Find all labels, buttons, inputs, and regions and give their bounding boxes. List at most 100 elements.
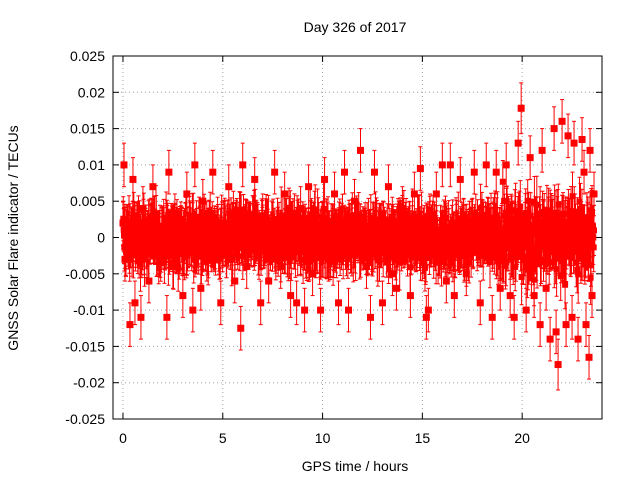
data-point: [179, 292, 187, 300]
data-point: [277, 263, 285, 271]
data-point: [578, 135, 586, 143]
data-point: [574, 335, 582, 343]
data-point: [366, 313, 374, 321]
data-point: [510, 313, 518, 321]
data-point: [183, 190, 191, 198]
data-point: [265, 277, 273, 285]
data-point: [305, 183, 313, 191]
data-point: [281, 190, 289, 198]
data-point: [506, 292, 514, 300]
data-point: [370, 168, 378, 176]
data-point: [189, 306, 197, 314]
data-point: [406, 292, 414, 300]
data-point: [564, 132, 572, 140]
data-point: [120, 161, 128, 169]
data-point: [287, 292, 295, 300]
data-point: [530, 292, 538, 300]
data-point: [301, 306, 309, 314]
data-point: [193, 226, 201, 234]
y-tick-label: 0.025: [70, 48, 105, 64]
data-point: [257, 299, 265, 307]
dense-markers: [120, 178, 597, 288]
y-axis-label: GNSS Solar Flare indicator / TECUs: [5, 125, 21, 350]
data-point: [585, 353, 593, 361]
data-point: [362, 263, 370, 271]
y-tick-label: 0.01: [78, 157, 105, 173]
data-point: [550, 125, 558, 133]
data-point: [309, 270, 317, 278]
data-point: [126, 321, 134, 329]
data-point: [259, 212, 267, 220]
plot-frame: [112, 55, 603, 420]
data-point: [199, 197, 207, 205]
y-tick-label: -0.02: [73, 375, 105, 391]
data-point: [297, 204, 305, 212]
data-point: [378, 299, 386, 307]
data-point: [580, 168, 588, 176]
data-point: [163, 313, 171, 321]
data-point: [588, 292, 596, 300]
data-point: [197, 284, 205, 292]
data-point: [488, 313, 496, 321]
data-point: [149, 183, 157, 191]
data-point: [476, 299, 484, 307]
data-point: [191, 161, 199, 169]
data-point: [442, 277, 450, 285]
data-point: [392, 284, 400, 292]
data-point: [410, 190, 418, 198]
data-point: [517, 104, 525, 112]
y-tick-label: 0.005: [70, 193, 105, 209]
data-point: [432, 190, 440, 198]
data-point: [137, 313, 145, 321]
data-point: [554, 361, 562, 369]
data-point: [171, 212, 179, 220]
data-point: [590, 190, 598, 198]
x-axis-ticks: 0 5 10 15 20: [119, 56, 530, 446]
x-tick-label: 0: [119, 430, 127, 446]
data-point: [331, 190, 339, 198]
data-point: [558, 117, 566, 125]
data-point: [492, 168, 500, 176]
y-tick-label: -0.005: [65, 266, 105, 282]
x-axis-label: GPS time / hours: [302, 458, 409, 474]
data-point: [570, 139, 578, 147]
data-point: [536, 321, 544, 329]
data-point: [321, 175, 329, 183]
data-point: [225, 183, 233, 191]
data-point: [568, 313, 576, 321]
data-point: [317, 306, 325, 314]
y-tick-label: -0.01: [73, 302, 105, 318]
data-point: [450, 292, 458, 300]
data-point: [422, 313, 430, 321]
data-point: [384, 183, 392, 191]
data-point: [121, 255, 129, 263]
data-point: [438, 161, 446, 169]
data-point: [462, 270, 470, 278]
x-tick-label: 5: [219, 430, 227, 446]
data-point: [542, 284, 550, 292]
data-point: [456, 175, 464, 183]
data-point: [446, 161, 454, 169]
data-point: [335, 299, 343, 307]
data-point: [351, 197, 359, 205]
data-point: [388, 270, 396, 278]
data-point: [231, 277, 239, 285]
y-tick-label: -0.015: [65, 338, 105, 354]
y-tick-label: 0.015: [70, 121, 105, 137]
data-point: [345, 306, 353, 314]
data-point: [243, 263, 251, 271]
data-point: [582, 321, 590, 329]
data-series: [119, 82, 598, 391]
data-point: [416, 165, 424, 173]
data-point: [271, 168, 279, 176]
data-point: [398, 204, 406, 212]
data-point: [155, 248, 163, 256]
data-point: [526, 154, 534, 162]
data-point: [562, 321, 570, 329]
data-point: [552, 328, 560, 336]
data-point: [129, 175, 137, 183]
data-point: [341, 168, 349, 176]
data-point: [217, 299, 225, 307]
